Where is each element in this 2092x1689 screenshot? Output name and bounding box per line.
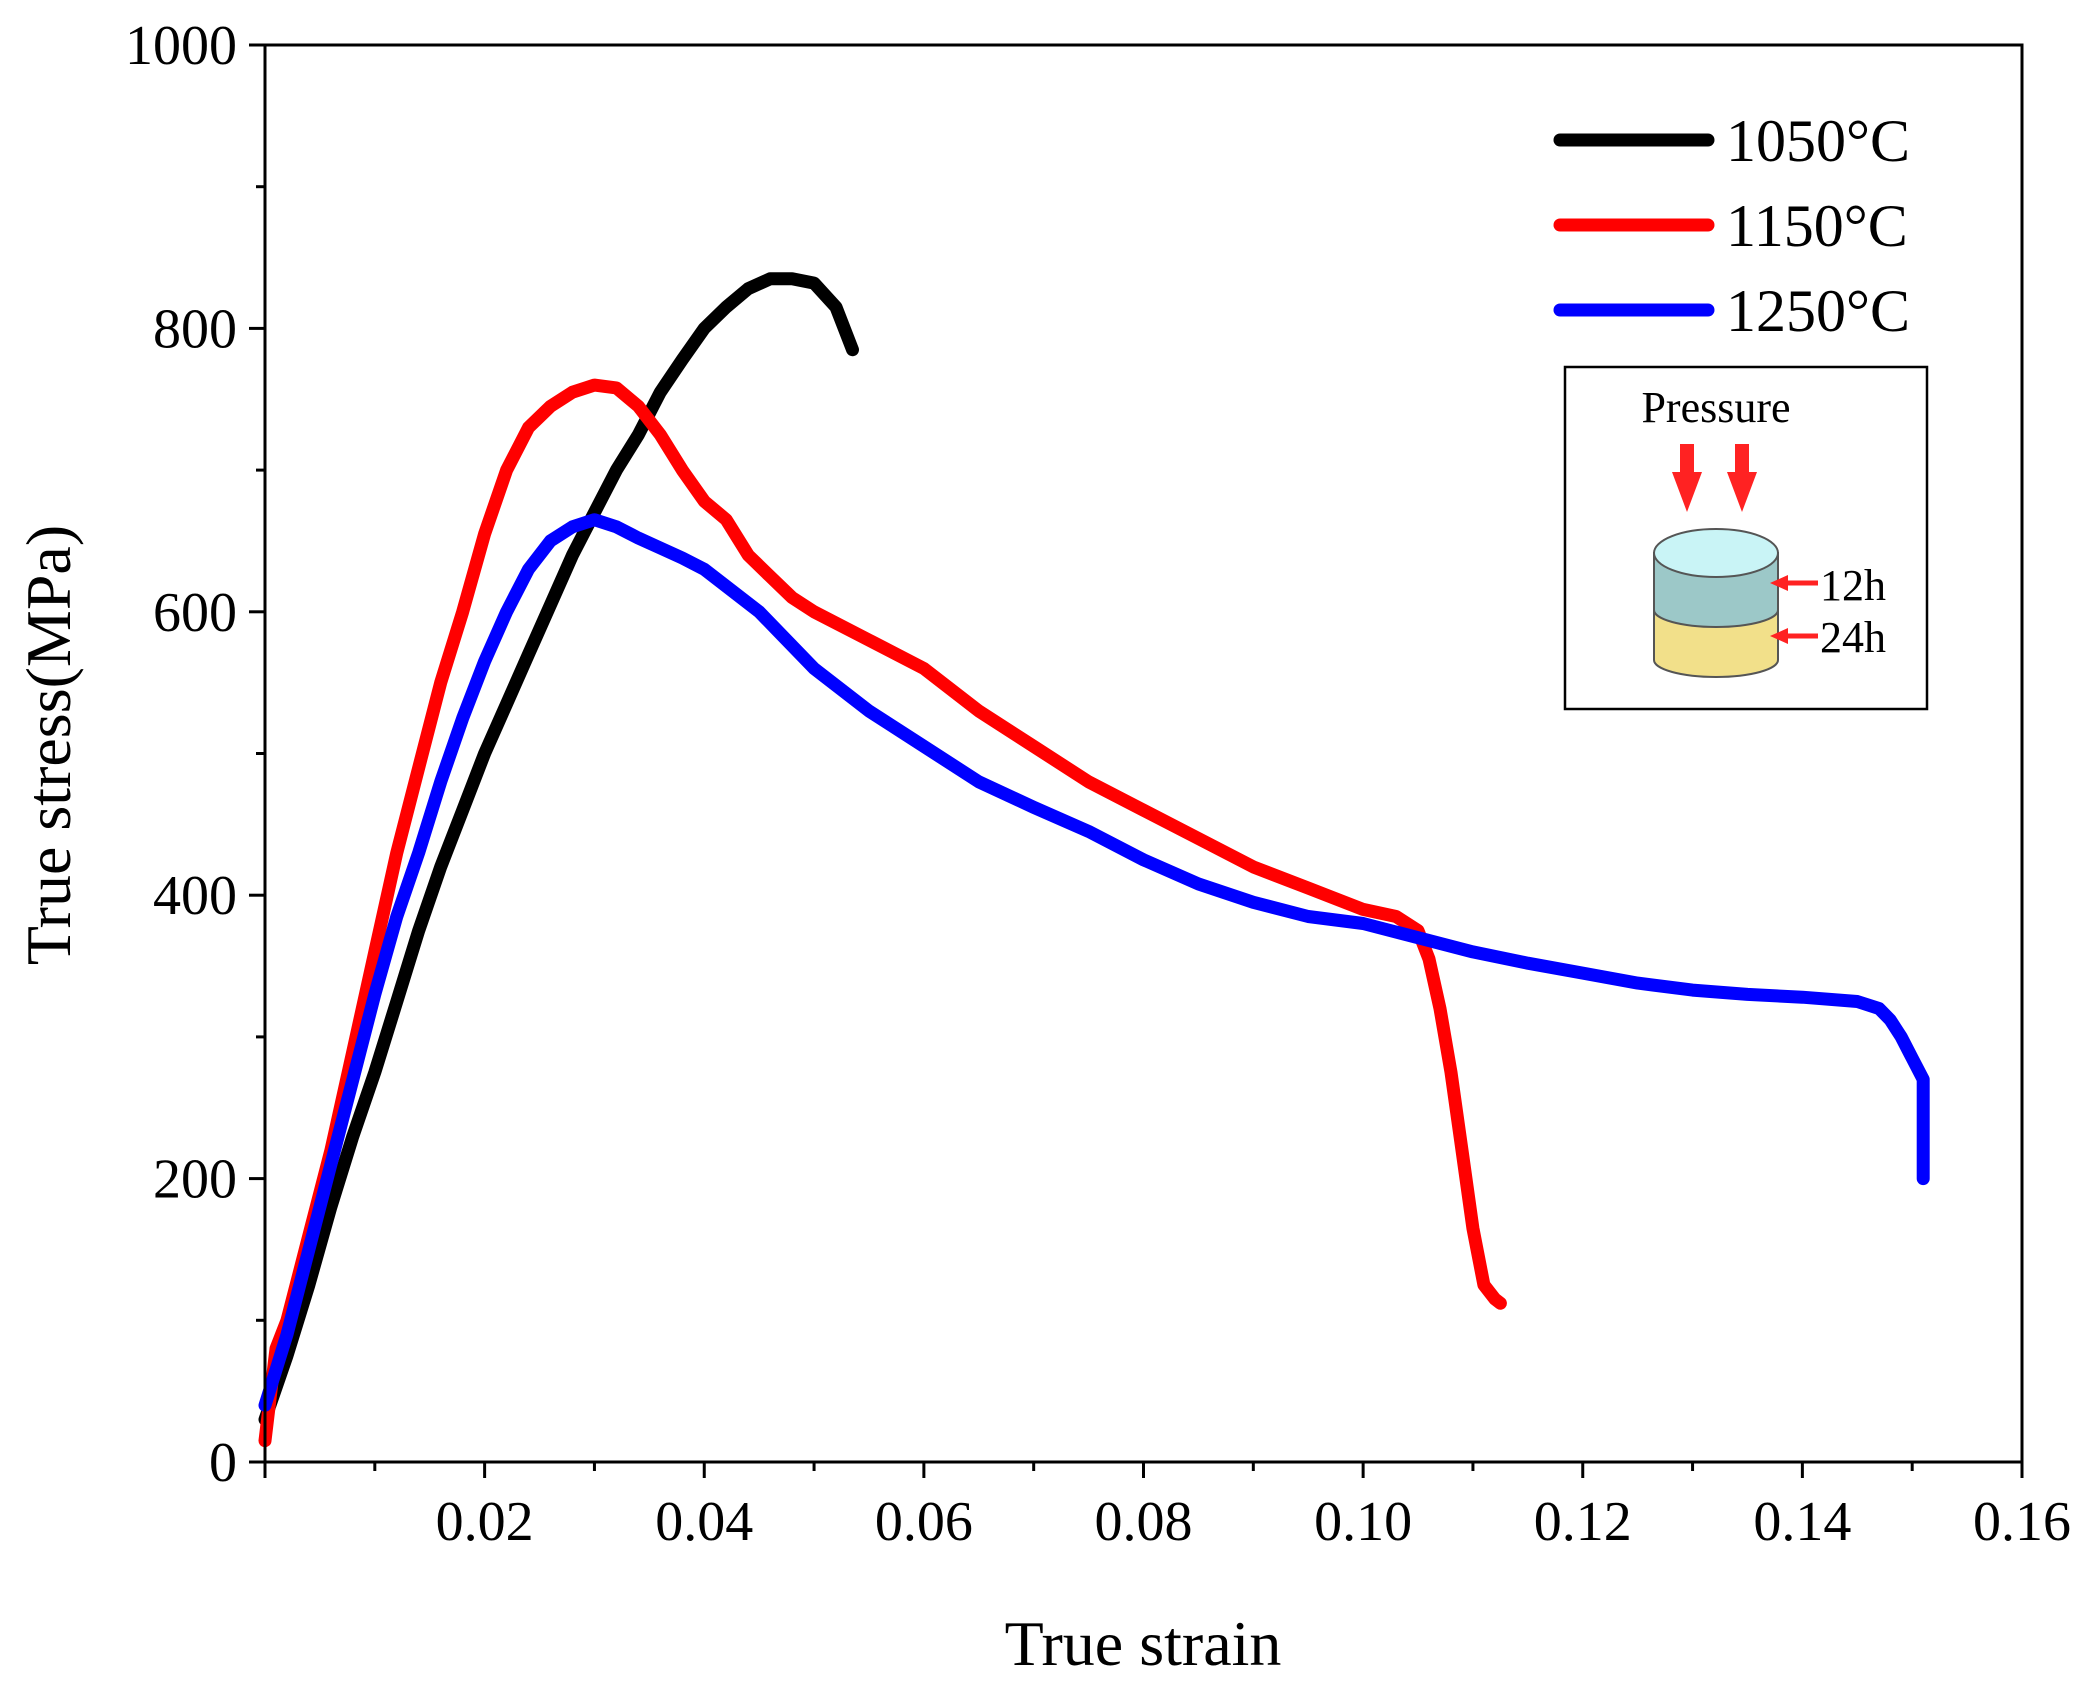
x-axis-title: True strain [1005,1608,1282,1679]
x-tick-label: 0.10 [1314,1491,1412,1553]
inset-pressure-label: Pressure [1641,383,1790,432]
x-tick-label: 0.08 [1095,1491,1193,1553]
y-axis-title: True stress(MPa) [13,525,84,965]
legend-label: 1050°C [1726,108,1910,174]
arrow-left-icon [1770,628,1818,644]
y-tick-label: 800 [153,298,237,360]
x-tick-label: 0.06 [875,1491,973,1553]
arrow-left-icon [1770,575,1818,591]
y-tick-label: 200 [153,1149,237,1211]
x-tick-label: 0.12 [1534,1491,1632,1553]
pressure-arrow-icon [1672,444,1702,512]
pressure-arrow-icon [1727,444,1757,512]
pressure-inset: Pressure 12h 24h [1563,365,1929,711]
series-line [258,272,859,1426]
legend-label: 1150°C [1726,193,1908,259]
inset-label-24h: 24h [1820,613,1886,662]
y-tick-label: 600 [153,582,237,644]
plot-area [258,272,1930,1448]
y-tick-label: 1000 [125,15,237,77]
legend: 1050°C 1150°C 1250°C [1553,108,1910,344]
inset-label-12h: 12h [1820,561,1886,610]
specimen-cylinder-icon [1653,528,1779,678]
series-line [258,513,1930,1412]
x-tick-label: 0.14 [1753,1491,1851,1553]
y-tick-label: 0 [209,1432,237,1494]
x-tick-label: 0.16 [1973,1491,2071,1553]
x-tick-label: 0.04 [655,1491,753,1553]
x-tick-label: 0.02 [436,1491,534,1553]
legend-label: 1250°C [1726,278,1910,344]
y-tick-label: 400 [153,865,237,927]
axes: 0.02 0.04 0.06 0.08 0.10 0.12 0.14 0.16 0 200 400 6… [125,15,2071,1553]
